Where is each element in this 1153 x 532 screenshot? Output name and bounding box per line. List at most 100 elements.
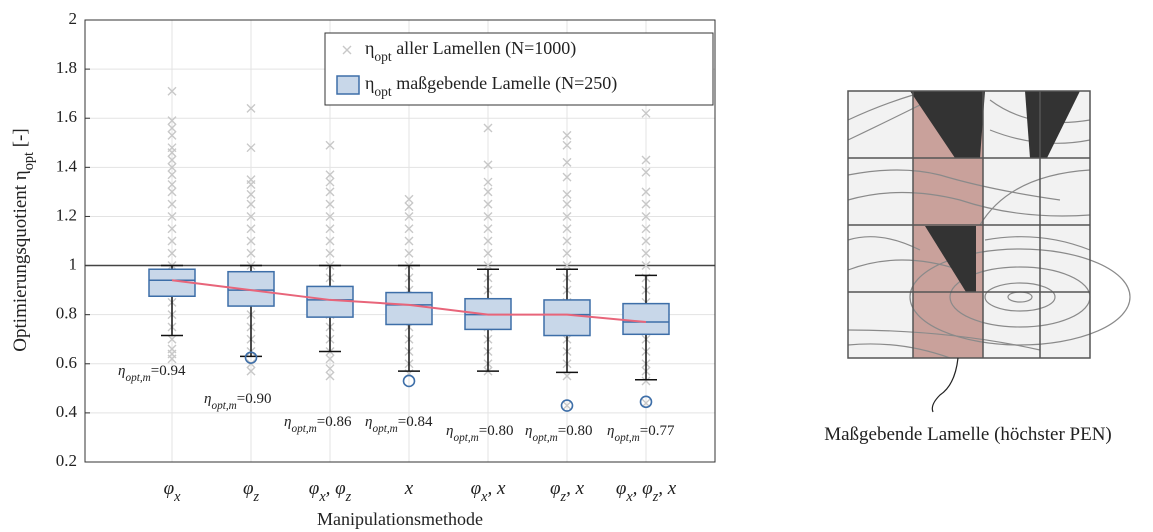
x-tick-label: x: [404, 478, 414, 499]
y-tick-label: 2: [69, 9, 78, 28]
x-axis-title: Manipulationsmethode: [317, 509, 483, 529]
crack: [1025, 91, 1080, 158]
cross-marker: [246, 143, 256, 153]
median-annotation-symbol: ηopt,m: [525, 423, 558, 443]
cross-marker: [404, 202, 414, 212]
y-tick-label: 1.2: [56, 205, 77, 224]
cross-marker: [562, 248, 572, 258]
cross-marker: [483, 211, 493, 221]
cross-marker: [404, 248, 414, 258]
cross-marker: [562, 261, 572, 271]
median-annotation: ηopt,m=0.86: [284, 414, 352, 434]
legend-box: [324, 32, 714, 106]
cross-marker: [325, 199, 335, 209]
cross-marker: [641, 199, 651, 209]
median-annotation-value: =0.86: [317, 414, 352, 430]
cross-marker: [641, 167, 651, 177]
cross-marker: [325, 364, 335, 374]
plot: 0.2 0.4 0.6 0.8 1 1.2 1.4 1.6 1.8 2 φx φz φx, φz x φx,…: [10, 9, 716, 529]
cross-marker: [167, 162, 177, 172]
cross-marker: [325, 187, 335, 197]
cross-marker: [641, 108, 651, 118]
cross-marker: [167, 187, 177, 197]
median-annotation-symbol: ηopt,m: [284, 414, 317, 434]
median-annotation-symbol: ηopt,m: [446, 423, 479, 443]
cross-marker: [641, 211, 651, 221]
median-annotation: ηopt,m=0.90: [204, 391, 271, 411]
cross-marker: [641, 224, 651, 234]
crack: [925, 226, 976, 292]
outlier: [402, 374, 416, 388]
cross-marker: [246, 224, 256, 234]
crack: [910, 91, 985, 158]
lamella-grid: [847, 90, 1091, 359]
cross-marker: [167, 344, 177, 354]
cross-marker: [167, 130, 177, 140]
y-tick-label: 0.4: [56, 402, 78, 421]
x-tick-label: φx, x: [471, 478, 506, 505]
x-tick-label: φz, x: [550, 478, 585, 505]
outlier: [244, 351, 258, 364]
median-annotation-symbol: ηopt,m: [607, 423, 640, 443]
cross-marker: [404, 236, 414, 246]
outlier: [560, 399, 574, 412]
cross-marker: [246, 175, 256, 185]
cross-marker: [483, 248, 493, 258]
cross-marker: [167, 236, 177, 246]
cross-marker: [483, 236, 493, 246]
cross-marker: [641, 376, 651, 386]
median-annotation-symbol: ηopt,m: [204, 391, 237, 411]
cross-marker: [246, 248, 256, 258]
cross-marker: [167, 86, 177, 96]
cross-marker: [167, 248, 177, 258]
legend-label: ηopt aller Lamellen (N=1000): [365, 38, 576, 63]
cross-marker: [562, 140, 572, 150]
cross-marker: [641, 248, 651, 258]
cross-marker: [404, 194, 414, 204]
cross-marker: [167, 143, 177, 153]
cross-marker: [325, 140, 335, 150]
cross-marker: [246, 103, 256, 113]
x-tick-label: φx, φz: [309, 478, 352, 505]
cross-marker: [641, 236, 651, 246]
median-annotation-value: =0.80: [558, 423, 593, 439]
y-tick-label: 1: [69, 254, 78, 273]
cross-marker: [483, 261, 493, 271]
cross-marker: [562, 401, 572, 411]
cross-marker: [562, 236, 572, 246]
cross-marker: [342, 45, 352, 55]
diagram-caption: Maßgebende Lamelle (höchster PEN): [824, 424, 1112, 445]
median-annotation-value: =0.77: [640, 423, 675, 439]
cross-marker: [483, 177, 493, 187]
cross-marker: [325, 236, 335, 246]
median-annotation-value: =0.94: [151, 363, 186, 379]
cross-marker: [562, 189, 572, 199]
legend-swatch: [336, 75, 360, 95]
cross-marker: [562, 224, 572, 234]
plot-border: [84, 19, 716, 463]
cross-marker: [167, 224, 177, 234]
cross-marker: [404, 211, 414, 221]
y-tick-label: 0.6: [56, 353, 77, 372]
cross-marker: [246, 236, 256, 246]
cross-marker: [483, 199, 493, 209]
outlier: [639, 395, 653, 409]
y-tick-label: 1.6: [56, 107, 77, 126]
leader-line: [931, 357, 959, 413]
cross-marker: [641, 187, 651, 197]
cross-marker: [562, 172, 572, 182]
median-annotation: ηopt,m=0.80: [525, 423, 592, 443]
cross-marker: [246, 211, 256, 221]
cross-marker: [325, 211, 335, 221]
cross-marker: [246, 199, 256, 209]
cross-marker: [483, 187, 493, 197]
cross-marker: [562, 199, 572, 209]
cross-marker: [167, 199, 177, 209]
cross-marker: [325, 224, 335, 234]
legend-label: ηopt maßgebende Lamelle (N=250): [365, 73, 617, 98]
cross-marker: [167, 123, 177, 133]
box: [385, 291, 433, 326]
y-tick-label: 0.8: [56, 304, 77, 323]
cross-marker: [325, 248, 335, 258]
